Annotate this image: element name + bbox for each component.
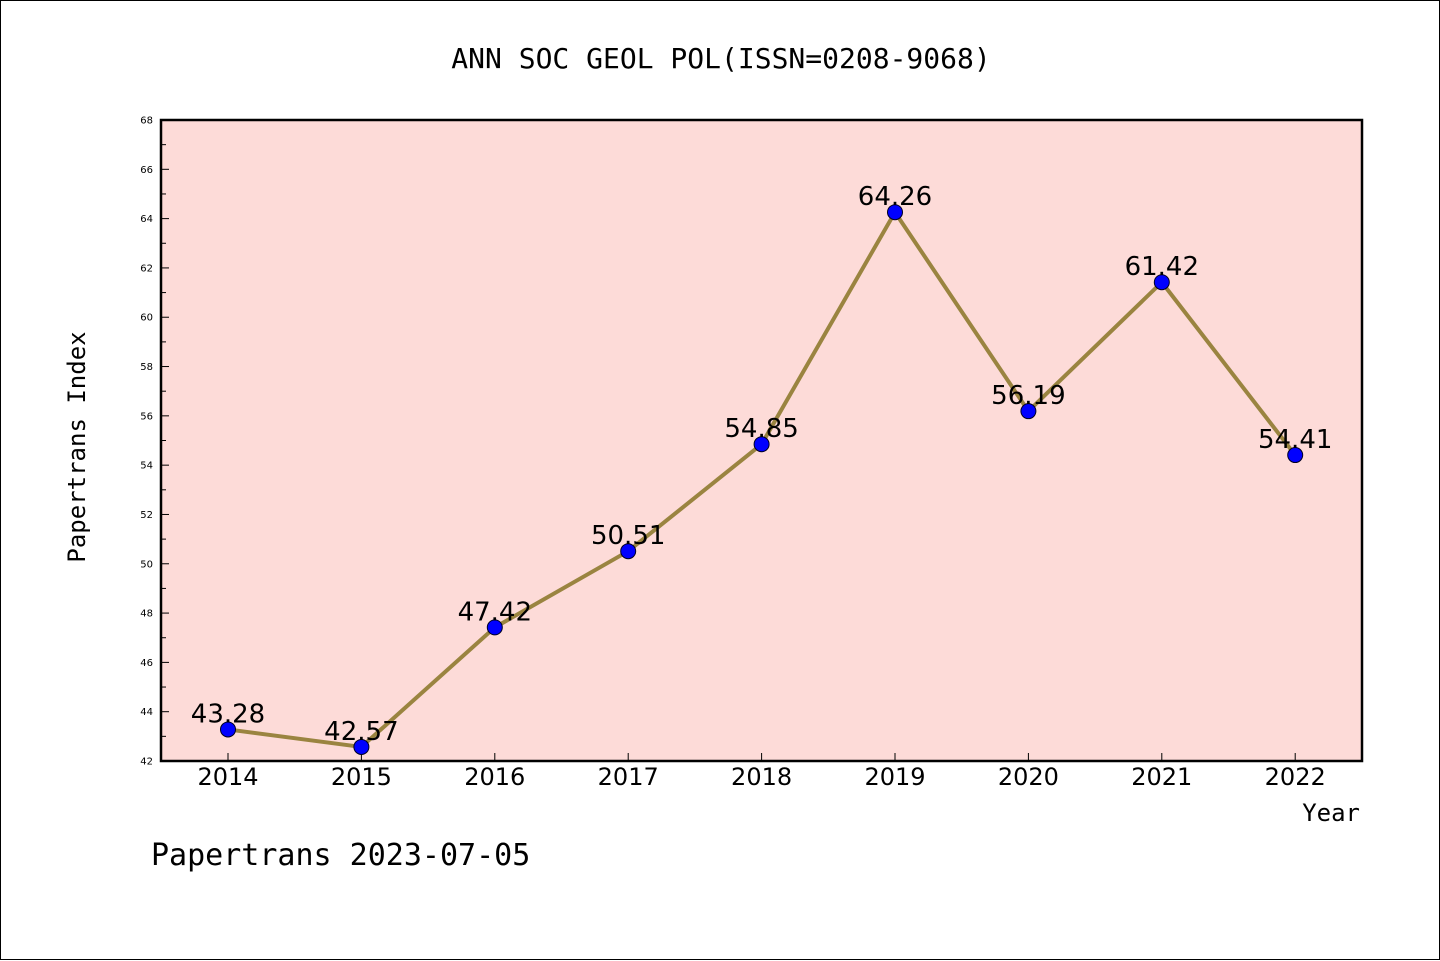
data-label: 47.42 — [458, 597, 532, 627]
y-tick-label: 66 — [140, 165, 153, 176]
y-tick-label: 50 — [140, 559, 153, 570]
x-tick-label: 2016 — [464, 763, 525, 791]
y-tick-label: 58 — [140, 362, 153, 373]
y-tick-label: 68 — [140, 116, 153, 127]
x-tick-label: 2022 — [1265, 763, 1326, 791]
y-axis-label: Papertrans Index — [63, 331, 91, 562]
y-tick-label: 60 — [140, 313, 153, 324]
y-tick-label: 46 — [140, 658, 153, 669]
chart-title: ANN SOC GEOL POL(ISSN=0208-9068) — [451, 42, 990, 75]
x-axis-label: Year — [1302, 799, 1360, 827]
data-point — [1153, 274, 1170, 291]
data-label: 43.28 — [191, 699, 265, 729]
data-point — [353, 738, 370, 755]
y-tick-label: 56 — [140, 411, 153, 422]
data-point — [620, 543, 637, 560]
data-point — [486, 619, 503, 636]
data-point — [220, 721, 236, 738]
y-tick-label: 44 — [140, 707, 153, 718]
x-tick-label: 2019 — [864, 763, 925, 791]
footer-credit: Papertrans 2023-07-05 — [151, 838, 530, 873]
y-axis: 42 44 46 48 50 52 54 56 58 60 62 64 66 68 — [140, 116, 169, 768]
data-label: 64.26 — [858, 182, 932, 212]
x-tick-label: 2020 — [998, 763, 1059, 791]
x-tick-label: 2018 — [731, 763, 792, 791]
x-tick-label: 2017 — [598, 763, 659, 791]
x-tick-label: 2014 — [197, 763, 258, 791]
data-point — [887, 204, 903, 221]
y-tick-label: 54 — [140, 461, 153, 472]
x-tick-label: 2021 — [1131, 763, 1192, 791]
data-labels: 43.28 42.57 47.42 50.51 54.85 64.26 56.19 61.42… — [191, 182, 1333, 747]
data-label: 42.57 — [324, 717, 398, 747]
y-tick-label: 52 — [140, 510, 153, 521]
y-tick-label: 48 — [140, 609, 153, 620]
data-label: 56.19 — [991, 381, 1065, 411]
x-axis: 2014 2015 2016 2017 2018 2019 2020 2021 2022 — [197, 753, 1326, 791]
data-label: 50.51 — [591, 521, 665, 551]
x-tick-label: 2015 — [331, 763, 392, 791]
data-point — [1287, 447, 1304, 464]
y-tick-label: 64 — [140, 214, 153, 225]
series-markers — [220, 204, 1304, 755]
data-label: 54.85 — [724, 414, 798, 444]
data-label: 61.42 — [1125, 252, 1199, 282]
data-point — [753, 436, 770, 453]
data-point — [1020, 403, 1037, 420]
data-label: 54.41 — [1258, 425, 1332, 455]
y-tick-label: 42 — [140, 757, 153, 768]
y-tick-label: 62 — [140, 263, 153, 274]
plot-border — [159, 118, 1364, 763]
